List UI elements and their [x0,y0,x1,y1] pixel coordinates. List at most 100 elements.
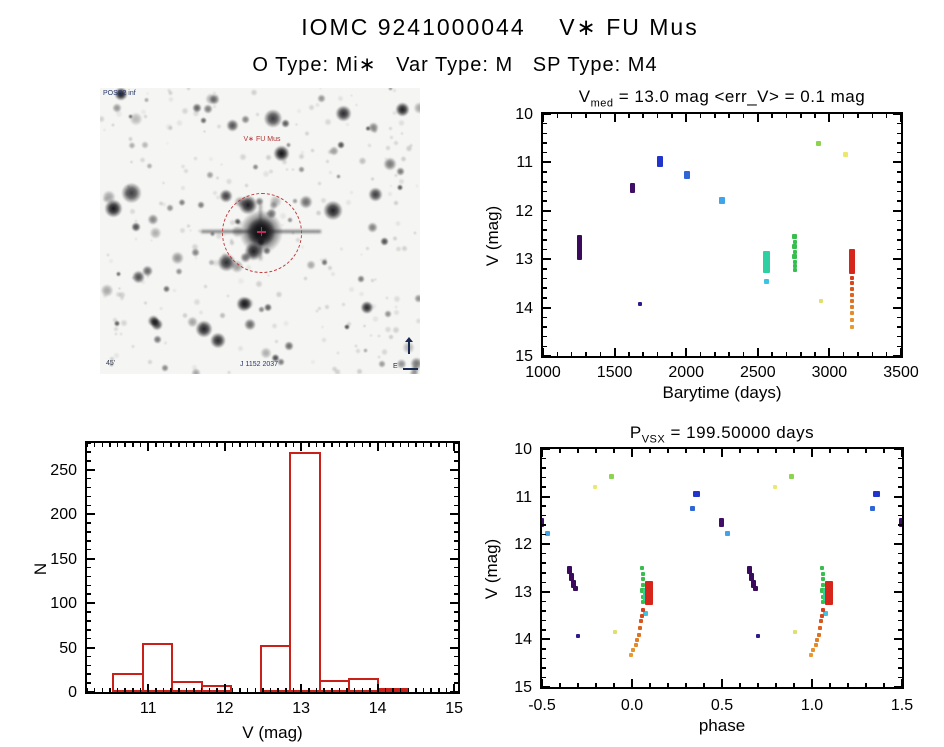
tick-mark [87,620,91,622]
x-axis-label: V (mag) [242,723,303,742]
tick-mark [262,443,264,447]
data-point [820,600,825,605]
data-point [629,652,634,657]
data-point [792,260,797,265]
star [358,156,367,166]
tick-mark [897,248,901,251]
tick-mark [415,443,417,447]
tick-mark [239,688,241,692]
data-point [772,485,777,490]
tick-mark [811,449,813,453]
tick-mark [542,524,546,526]
tick-mark [453,688,455,692]
target-crosshair-icon [260,227,262,236]
tick-mark [613,683,615,687]
star [166,88,172,93]
axes-box [85,441,460,694]
star [212,91,217,96]
tick-mark [656,352,659,356]
star [153,334,162,344]
data-point [656,155,663,168]
star [323,117,332,126]
star [414,294,420,303]
data-point [640,571,645,576]
star [377,359,386,368]
data-point [792,249,797,254]
star [167,96,175,103]
data-point [821,583,826,588]
star [263,108,283,129]
tick-mark [897,190,901,193]
tick-mark [865,449,867,453]
data-point [643,587,648,602]
star [235,295,253,313]
tick-mark [542,533,546,536]
star [108,362,115,368]
tick-mark [585,352,587,356]
tick-mark [542,457,546,460]
star [163,340,168,345]
star [324,159,330,165]
tick-mark [570,114,573,118]
star [396,184,404,191]
tick-mark [93,443,96,447]
tick-mark [828,352,831,356]
star [366,142,372,149]
star [195,319,214,338]
star [196,201,205,209]
star [161,201,167,207]
data-point [639,619,644,624]
star [315,209,322,217]
star [118,291,126,299]
tick-mark [898,657,902,660]
data-point [763,279,769,285]
tick-mark [331,688,333,692]
star [191,102,203,114]
star [345,122,350,127]
star [238,153,247,161]
star [205,93,218,106]
tick-mark [170,443,172,447]
tick-mark [599,114,602,118]
y-tick-label: 250 [50,461,77,479]
tick-mark [898,533,902,536]
data-point [640,566,645,570]
star [115,271,122,277]
tick-mark [842,114,845,118]
tick-mark [438,443,440,447]
tick-mark [86,688,88,692]
star [393,295,402,304]
tick-mark [901,449,903,457]
star [362,324,367,328]
star [314,308,320,314]
star [182,167,190,175]
star [394,245,402,253]
data-point [718,197,725,204]
tick-mark [542,657,546,660]
tick-mark [897,151,901,154]
star [396,358,407,370]
tick-mark [771,352,773,356]
star [316,306,322,312]
tick-mark [897,355,901,357]
star [186,88,192,92]
x-tick-label: 13 [292,700,311,717]
star [400,131,404,136]
star [336,95,344,102]
star [149,226,162,240]
tick-mark [87,664,91,667]
tick-mark [216,443,218,447]
tick-mark [87,646,95,649]
tick-mark [901,683,903,687]
tick-mark [542,114,544,122]
compass-north-icon [408,340,410,354]
tick-mark [454,460,458,462]
x-tick-label: 0.0 [620,697,644,714]
tick-mark [542,448,550,450]
tick-mark [577,449,579,453]
tick-mark [87,557,95,560]
star [327,148,333,155]
tick-mark [828,114,831,118]
star [274,338,280,344]
tick-mark [147,443,149,447]
